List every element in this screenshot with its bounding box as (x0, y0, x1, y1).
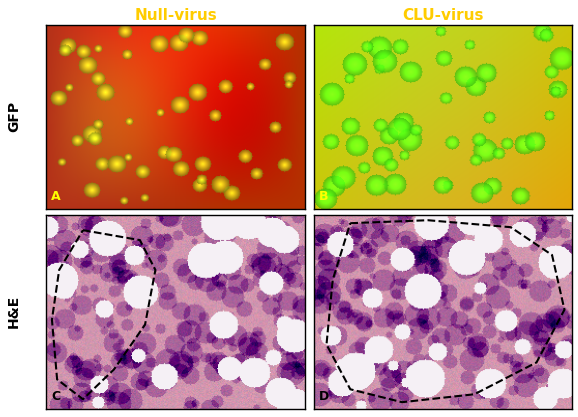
Text: B: B (318, 190, 328, 203)
Text: GFP: GFP (7, 101, 21, 132)
Text: C: C (51, 390, 61, 403)
Text: CLU-virus: CLU-virus (402, 8, 484, 23)
Text: D: D (318, 390, 329, 403)
Text: H&E: H&E (7, 295, 21, 328)
Text: A: A (51, 190, 61, 203)
Text: Null-virus: Null-virus (134, 8, 217, 23)
